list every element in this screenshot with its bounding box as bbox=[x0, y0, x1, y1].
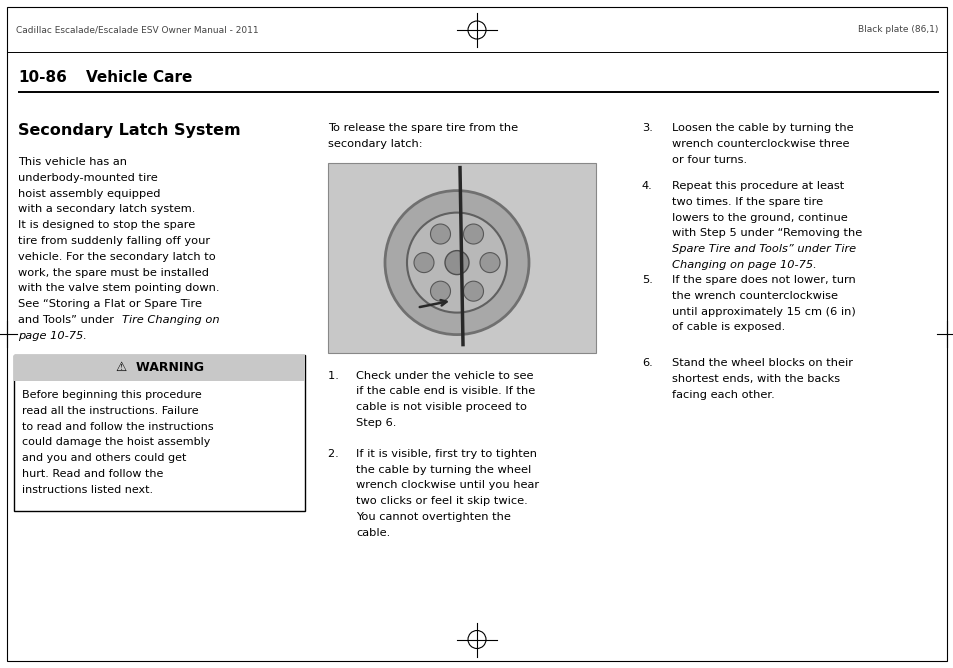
Text: 2.: 2. bbox=[328, 449, 350, 459]
Text: tire from suddenly falling off your: tire from suddenly falling off your bbox=[18, 236, 211, 246]
Text: read all the instructions. Failure: read all the instructions. Failure bbox=[23, 406, 199, 416]
Text: 3.: 3. bbox=[641, 123, 652, 133]
Bar bbox=[14, 355, 304, 381]
Text: hurt. Read and follow the: hurt. Read and follow the bbox=[23, 469, 164, 479]
Text: wrench counterclockwise three: wrench counterclockwise three bbox=[671, 139, 848, 149]
Text: vehicle. For the secondary latch to: vehicle. For the secondary latch to bbox=[18, 252, 216, 262]
Text: 1.: 1. bbox=[328, 371, 350, 381]
Text: Loosen the cable by turning the: Loosen the cable by turning the bbox=[671, 123, 853, 133]
Text: if the cable end is visible. If the: if the cable end is visible. If the bbox=[355, 386, 535, 396]
Circle shape bbox=[463, 281, 483, 301]
Text: It is designed to stop the spare: It is designed to stop the spare bbox=[18, 220, 195, 230]
Text: This vehicle has an: This vehicle has an bbox=[18, 157, 128, 167]
Text: To release the spare tire from the: To release the spare tire from the bbox=[328, 123, 517, 133]
Text: could damage the hoist assembly: could damage the hoist assembly bbox=[23, 438, 211, 448]
Text: and you and others could get: and you and others could get bbox=[23, 454, 187, 464]
Circle shape bbox=[430, 281, 450, 301]
Text: Spare Tire and Tools” under Tire: Spare Tire and Tools” under Tire bbox=[671, 244, 855, 255]
Text: shortest ends, with the backs: shortest ends, with the backs bbox=[671, 374, 840, 384]
Text: work, the spare must be installed: work, the spare must be installed bbox=[18, 268, 210, 278]
Circle shape bbox=[414, 253, 434, 273]
Text: Cadillac Escalade/Escalade ESV Owner Manual - 2011: Cadillac Escalade/Escalade ESV Owner Man… bbox=[16, 25, 258, 35]
Text: See “Storing a Flat or Spare Tire: See “Storing a Flat or Spare Tire bbox=[18, 299, 202, 309]
Text: Stand the wheel blocks on their: Stand the wheel blocks on their bbox=[671, 358, 852, 368]
Text: secondary latch:: secondary latch: bbox=[328, 139, 422, 149]
Text: two times. If the spare tire: two times. If the spare tire bbox=[671, 197, 822, 207]
Text: instructions listed next.: instructions listed next. bbox=[23, 485, 153, 495]
Text: Black plate (86,1): Black plate (86,1) bbox=[857, 25, 937, 35]
Text: ⚠  WARNING: ⚠ WARNING bbox=[115, 361, 203, 374]
Text: page 10-75.: page 10-75. bbox=[18, 331, 88, 341]
Text: underbody-mounted tire: underbody-mounted tire bbox=[18, 173, 158, 183]
Text: the cable by turning the wheel: the cable by turning the wheel bbox=[355, 465, 531, 474]
Circle shape bbox=[479, 253, 499, 273]
Text: and Tools” under: and Tools” under bbox=[18, 315, 118, 325]
Text: or four turns.: or four turns. bbox=[671, 154, 746, 164]
Text: cable is not visible proceed to: cable is not visible proceed to bbox=[355, 402, 526, 412]
Text: If the spare does not lower, turn: If the spare does not lower, turn bbox=[671, 275, 855, 285]
Text: Repeat this procedure at least: Repeat this procedure at least bbox=[671, 181, 843, 191]
Text: the wrench counterclockwise: the wrench counterclockwise bbox=[671, 291, 837, 301]
Text: to read and follow the instructions: to read and follow the instructions bbox=[23, 422, 213, 432]
Circle shape bbox=[463, 224, 483, 244]
Text: with the valve stem pointing down.: with the valve stem pointing down. bbox=[18, 283, 220, 293]
Text: two clicks or feel it skip twice.: two clicks or feel it skip twice. bbox=[355, 496, 527, 506]
Text: 10-86: 10-86 bbox=[18, 71, 68, 86]
Text: Check under the vehicle to see: Check under the vehicle to see bbox=[355, 371, 533, 381]
Circle shape bbox=[444, 250, 469, 275]
Text: hoist assembly equipped: hoist assembly equipped bbox=[18, 188, 161, 198]
Circle shape bbox=[407, 212, 506, 313]
Text: facing each other.: facing each other. bbox=[671, 389, 774, 399]
Text: Changing on page 10-75.: Changing on page 10-75. bbox=[671, 260, 816, 270]
Text: If it is visible, first try to tighten: If it is visible, first try to tighten bbox=[355, 449, 537, 459]
Text: Tire Changing on: Tire Changing on bbox=[121, 315, 219, 325]
Text: You cannot overtighten the: You cannot overtighten the bbox=[355, 512, 511, 522]
Bar bbox=[14, 355, 304, 511]
Text: of cable is exposed.: of cable is exposed. bbox=[671, 323, 784, 333]
Text: 6.: 6. bbox=[641, 358, 652, 368]
Text: cable.: cable. bbox=[355, 528, 390, 538]
Text: with a secondary latch system.: with a secondary latch system. bbox=[18, 204, 195, 214]
Text: 4.: 4. bbox=[641, 181, 652, 191]
Text: Secondary Latch System: Secondary Latch System bbox=[18, 123, 241, 138]
Text: 5.: 5. bbox=[641, 275, 652, 285]
Text: until approximately 15 cm (6 in): until approximately 15 cm (6 in) bbox=[671, 307, 855, 317]
Circle shape bbox=[385, 190, 529, 335]
Text: Vehicle Care: Vehicle Care bbox=[87, 71, 193, 86]
Text: Step 6.: Step 6. bbox=[355, 418, 395, 428]
Text: Before beginning this procedure: Before beginning this procedure bbox=[23, 390, 202, 400]
Circle shape bbox=[430, 224, 450, 244]
Text: lowers to the ground, continue: lowers to the ground, continue bbox=[671, 212, 847, 222]
Bar bbox=[328, 162, 596, 353]
Text: with Step 5 under “Removing the: with Step 5 under “Removing the bbox=[671, 228, 862, 238]
Text: wrench clockwise until you hear: wrench clockwise until you hear bbox=[355, 480, 538, 490]
